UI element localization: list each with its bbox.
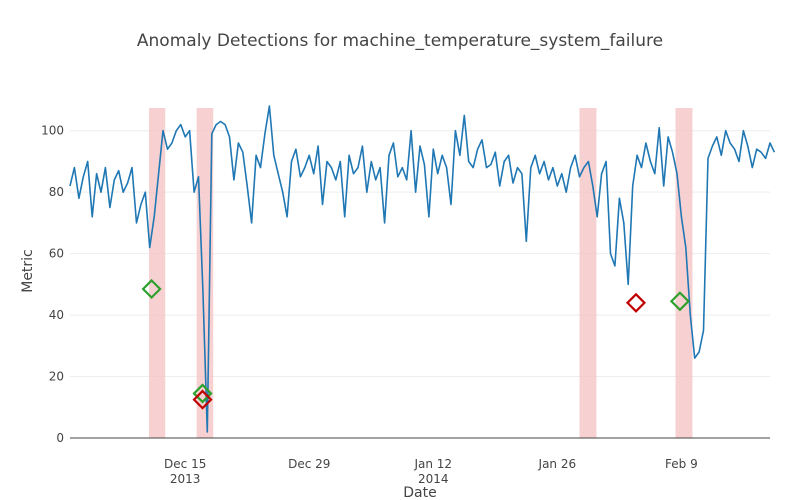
grid xyxy=(70,130,770,378)
anomaly-window xyxy=(675,108,693,438)
y-tick-label: 80 xyxy=(49,185,64,199)
detection-correct-marker xyxy=(141,278,162,300)
y-axis-title: Metric xyxy=(20,249,36,293)
x-tick-label: Dec 29 xyxy=(288,457,330,471)
detection-correct-marker xyxy=(669,291,690,312)
x-tick-sublabel: 2013 xyxy=(170,472,201,486)
detection-correct-marker xyxy=(192,383,213,404)
y-tick-label: 40 xyxy=(49,308,64,322)
chart-title: Anomaly Detections for machine_temperatu… xyxy=(137,31,663,51)
x-tick-label: Feb 9 xyxy=(665,457,698,471)
x-tick-label: Jan 26 xyxy=(538,457,577,471)
detection-false-marker xyxy=(192,389,213,410)
anomaly-windows xyxy=(149,108,693,438)
detections xyxy=(141,278,690,410)
x-axis-title: Date xyxy=(403,485,436,500)
series-layer xyxy=(69,105,776,433)
y-tick-label: 0 xyxy=(56,431,64,445)
x-tick-label: Jan 12 xyxy=(413,457,452,471)
detection-false-marker xyxy=(625,292,647,313)
x-tick-sublabel: 2014 xyxy=(418,472,449,486)
x-tick-label: Dec 15 xyxy=(164,457,206,471)
y-tick-label: 60 xyxy=(49,247,64,261)
series-line xyxy=(69,105,776,433)
y-tick-label: 20 xyxy=(49,370,64,384)
anomaly-window xyxy=(149,108,166,438)
anomaly-window xyxy=(579,108,597,438)
y-tick-label: 100 xyxy=(41,124,64,138)
